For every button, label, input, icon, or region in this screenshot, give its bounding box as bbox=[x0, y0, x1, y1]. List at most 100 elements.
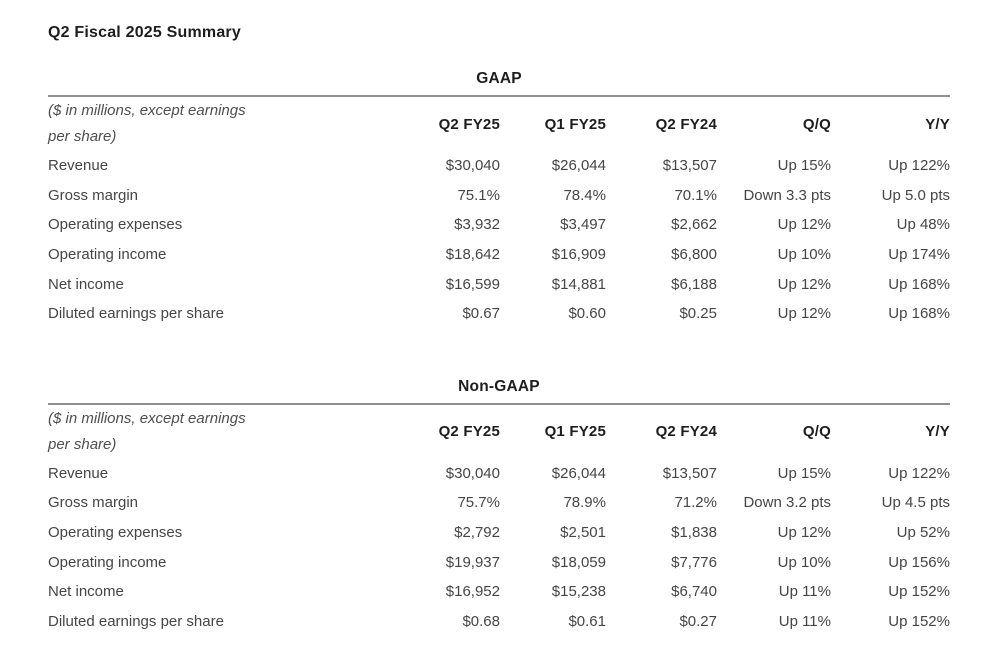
cell-q2fy25: 75.7% bbox=[457, 494, 500, 512]
cell-qq: Up 12% bbox=[777, 305, 831, 323]
column-header-q2fy25: Q2 FY25 bbox=[438, 115, 500, 133]
row-label: Operating income bbox=[48, 553, 167, 571]
cell-q1fy25: $26,044 bbox=[551, 157, 606, 175]
cell-q1fy25: 78.9% bbox=[563, 494, 606, 512]
cell-q2fy25: 75.1% bbox=[457, 186, 500, 204]
cell-qq: Up 10% bbox=[777, 246, 831, 264]
section-spacer bbox=[48, 329, 950, 378]
column-header-q1fy25: Q1 FY25 bbox=[544, 115, 606, 133]
cell-q1fy25: 78.4% bbox=[563, 186, 606, 204]
cell-q1fy25: $16,909 bbox=[551, 246, 606, 264]
cell-yy: Up 152% bbox=[888, 583, 950, 601]
column-header-yy: Y/Y bbox=[925, 115, 950, 133]
table-row-gross-margin: Gross margin 75.7% 78.9% 71.2% Down 3.2 … bbox=[48, 488, 950, 518]
row-label: Diluted earnings per share bbox=[48, 612, 224, 630]
cell-q1fy25: $0.60 bbox=[568, 305, 606, 323]
row-label: Net income bbox=[48, 275, 124, 293]
row-label: Revenue bbox=[48, 464, 109, 482]
table-row-operating-income: Operating income $19,937 $18,059 $7,776 … bbox=[48, 547, 950, 577]
cell-yy: Up 156% bbox=[888, 553, 950, 571]
cell-q1fy25: $2,501 bbox=[560, 524, 606, 542]
row-label: Gross margin bbox=[48, 494, 139, 512]
cell-qq: Up 12% bbox=[777, 216, 831, 234]
cell-yy: Up 4.5 pts bbox=[881, 494, 950, 512]
page-title: Q2 Fiscal 2025 Summary bbox=[48, 24, 241, 41]
cell-q2fy24: $0.25 bbox=[679, 305, 717, 323]
column-header-q2fy24: Q2 FY24 bbox=[655, 115, 717, 133]
table-row-net-income: Net income $16,599 $14,881 $6,188 Up 12%… bbox=[48, 269, 950, 299]
column-header-q2fy24: Q2 FY24 bbox=[655, 423, 717, 441]
cell-q2fy24: $13,507 bbox=[662, 464, 717, 482]
gaap-table: ($ in millions, except earnings per shar… bbox=[48, 95, 950, 329]
column-header-qq: Q/Q bbox=[802, 115, 831, 133]
cell-q2fy25: $16,952 bbox=[445, 583, 500, 601]
table-row-net-income: Net income $16,952 $15,238 $6,740 Up 11%… bbox=[48, 577, 950, 607]
units-note-line2: per share) bbox=[48, 435, 117, 453]
cell-yy: Up 174% bbox=[888, 246, 950, 264]
cell-yy: Up 122% bbox=[888, 157, 950, 175]
cell-qq: Up 15% bbox=[777, 464, 831, 482]
column-header-q2fy25: Q2 FY25 bbox=[438, 423, 500, 441]
cell-qq: Up 10% bbox=[777, 553, 831, 571]
gaap-section: GAAP ($ in millions, except earnings per… bbox=[48, 70, 950, 329]
cell-q2fy25: $3,932 bbox=[454, 216, 500, 234]
column-header-qq: Q/Q bbox=[802, 423, 831, 441]
cell-q2fy25: $0.68 bbox=[462, 612, 500, 630]
cell-q2fy25: $30,040 bbox=[445, 464, 500, 482]
cell-q2fy24: $6,800 bbox=[671, 246, 717, 264]
cell-q1fy25: $14,881 bbox=[551, 275, 606, 293]
table-row-revenue: Revenue $30,040 $26,044 $13,507 Up 15% U… bbox=[48, 151, 950, 181]
cell-qq: Up 12% bbox=[777, 524, 831, 542]
cell-q2fy25: $30,040 bbox=[445, 157, 500, 175]
cell-q2fy25: $19,937 bbox=[445, 553, 500, 571]
cell-q2fy24: $13,507 bbox=[662, 157, 717, 175]
cell-qq: Down 3.2 pts bbox=[743, 494, 831, 512]
table-row-diluted-eps: Diluted earnings per share $0.68 $0.61 $… bbox=[48, 607, 950, 637]
units-note-line1: ($ in millions, except earnings bbox=[48, 409, 246, 427]
units-note-line1: ($ in millions, except earnings bbox=[48, 102, 246, 119]
cell-q2fy24: $6,740 bbox=[671, 583, 717, 601]
cell-q2fy24: $0.27 bbox=[679, 612, 717, 630]
row-label: Net income bbox=[48, 583, 124, 601]
non-gaap-section: Non-GAAP ($ in millions, except earnings… bbox=[48, 378, 950, 637]
non-gaap-header-row: ($ in millions, except earnings per shar… bbox=[48, 404, 950, 459]
cell-q2fy25: $16,599 bbox=[445, 275, 500, 293]
units-note: ($ in millions, except earnings per shar… bbox=[48, 404, 394, 459]
cell-yy: Up 168% bbox=[888, 275, 950, 293]
table-row-operating-expenses: Operating expenses $2,792 $2,501 $1,838 … bbox=[48, 518, 950, 548]
cell-q1fy25: $15,238 bbox=[551, 583, 606, 601]
cell-q2fy24: 71.2% bbox=[674, 494, 717, 512]
row-label: Gross margin bbox=[48, 186, 139, 204]
cell-qq: Up 11% bbox=[778, 583, 831, 601]
gaap-table-heading: GAAP bbox=[476, 70, 522, 87]
row-label: Operating income bbox=[48, 246, 167, 264]
cell-q1fy25: $3,497 bbox=[560, 216, 606, 234]
cell-q1fy25: $18,059 bbox=[551, 553, 606, 571]
cell-yy: Up 168% bbox=[888, 305, 950, 323]
cell-yy: Up 122% bbox=[888, 464, 950, 482]
cell-yy: Up 52% bbox=[896, 524, 950, 542]
non-gaap-table-heading: Non-GAAP bbox=[458, 377, 540, 395]
row-label: Diluted earnings per share bbox=[48, 305, 224, 323]
cell-yy: Up 152% bbox=[888, 612, 950, 630]
cell-qq: Up 11% bbox=[778, 612, 831, 630]
non-gaap-table: ($ in millions, except earnings per shar… bbox=[48, 402, 950, 637]
cell-q2fy24: $1,838 bbox=[671, 524, 717, 542]
table-row-revenue: Revenue $30,040 $26,044 $13,507 Up 15% U… bbox=[48, 459, 950, 489]
table-row-operating-income: Operating income $18,642 $16,909 $6,800 … bbox=[48, 240, 950, 270]
cell-q2fy24: 70.1% bbox=[674, 186, 717, 204]
cell-q2fy24: $7,776 bbox=[671, 553, 717, 571]
table-row-gross-margin: Gross margin 75.1% 78.4% 70.1% Down 3.3 … bbox=[48, 181, 950, 211]
cell-yy: Up 48% bbox=[896, 216, 950, 234]
row-label: Revenue bbox=[48, 157, 109, 175]
cell-yy: Up 5.0 pts bbox=[881, 186, 950, 204]
cell-q1fy25: $0.61 bbox=[568, 612, 606, 630]
cell-q2fy24: $6,188 bbox=[671, 275, 717, 293]
cell-q2fy25: $2,792 bbox=[454, 524, 500, 542]
column-header-yy: Y/Y bbox=[925, 423, 950, 441]
table-row-operating-expenses: Operating expenses $3,932 $3,497 $2,662 … bbox=[48, 210, 950, 240]
cell-q2fy25: $0.67 bbox=[462, 305, 500, 323]
column-header-q1fy25: Q1 FY25 bbox=[544, 423, 606, 441]
cell-q2fy24: $2,662 bbox=[671, 216, 717, 234]
row-label: Operating expenses bbox=[48, 216, 183, 234]
